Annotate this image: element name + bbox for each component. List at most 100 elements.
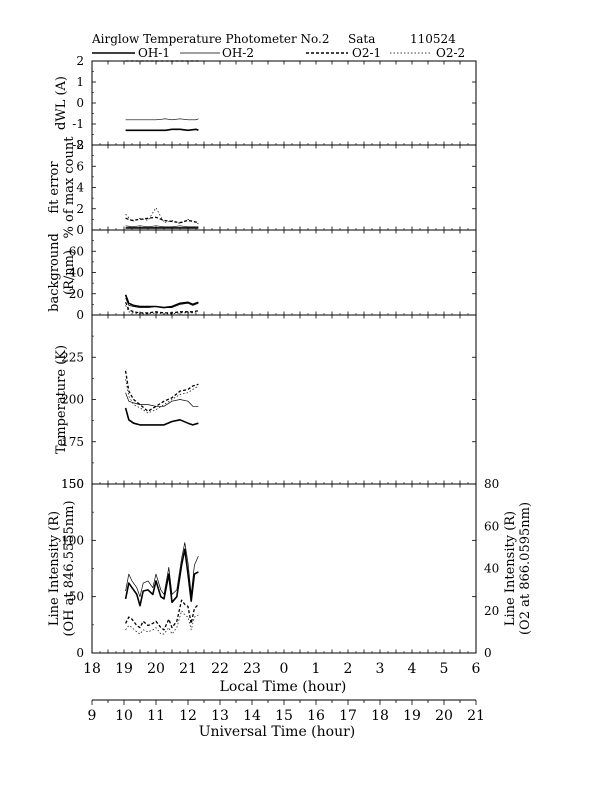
y-axis-label: Line Intensity (R) — [47, 511, 62, 626]
series-line-background-o2-2 — [125, 305, 199, 315]
series-line-temperature-o2-1 — [124, 370, 199, 412]
ut-axis-label: Universal Time (hour) — [199, 724, 356, 740]
local-time-axis: 18 19 20 21 22 23 0 1 2 3 4 5 6 — [83, 661, 480, 677]
local-time-tick-label: 18 — [83, 661, 101, 677]
y-tick-label: 0 — [76, 646, 84, 660]
date-label: 110524 — [410, 32, 456, 46]
local-time-tick-label: 20 — [147, 661, 165, 677]
y-tick-label: 2 — [76, 202, 84, 216]
y-tick-label: 20 — [69, 287, 84, 301]
local-time-tick-label: 19 — [115, 661, 133, 677]
y-tick-label: 8 — [76, 138, 84, 152]
ut-tick-label: 18 — [371, 708, 389, 724]
panel-frame — [91, 229, 477, 316]
ut-tick-label: 16 — [307, 708, 325, 724]
panel-frame — [91, 483, 477, 654]
ut-tick-label: 15 — [275, 708, 293, 724]
y2-axis-label-2: (O2 at 866.0595nm) — [518, 502, 533, 635]
panel-fit-error: 8 6 4 2 0 fit error% of max count — [47, 136, 477, 239]
local-time-tick-label: 6 — [472, 661, 481, 677]
series-line-background-oh-2 — [125, 297, 199, 308]
series-line-temperature-o2-2 — [125, 379, 199, 414]
panel-frame — [91, 144, 477, 231]
series-line-dwl-oh-1 — [125, 128, 199, 132]
y2-tick-label: 40 — [484, 562, 499, 576]
local-time-tick-label: 1 — [312, 661, 321, 677]
y-tick-label: 1 — [76, 75, 84, 89]
local-time-tick-label: 5 — [440, 661, 449, 677]
y-tick-label: 0 — [76, 223, 84, 237]
y-tick-label: 150 — [61, 477, 84, 491]
series-line-temperature-oh-2 — [125, 392, 199, 407]
y-tick-label: -2 — [72, 138, 84, 152]
ut-tick-label: 12 — [179, 708, 197, 724]
ut-tick-label: 9 — [88, 708, 97, 724]
y-tick-label: 200 — [61, 393, 84, 407]
local-time-tick-label: 23 — [243, 661, 261, 677]
series-line-background-oh-1 — [124, 294, 199, 309]
legend-label-o21: O2-1 — [352, 46, 381, 60]
local-time-axis-label: Local Time (hour) — [220, 679, 347, 695]
ut-tick-label: 10 — [115, 708, 133, 724]
y-tick-label: 4 — [76, 181, 84, 195]
series-line-dwl-oh-2 — [125, 118, 199, 121]
y2-axis-label: Line Intensity (R) — [503, 511, 518, 626]
series-line-fit-error-oh-2 — [125, 225, 199, 228]
y-tick-label: 0 — [76, 96, 84, 110]
ut-tick-label: 20 — [435, 708, 453, 724]
panel-frame — [91, 314, 477, 485]
y2-tick-label: 0 — [484, 646, 492, 660]
series-line-background-o2-1 — [125, 302, 199, 314]
legend-label-o22: O2-2 — [436, 46, 465, 60]
ut-tick-label: 13 — [211, 708, 229, 724]
y-axis-label: Temperature (K) — [54, 345, 69, 454]
y-tick-label: 175 — [61, 435, 84, 449]
y-tick-label: 6 — [76, 159, 84, 173]
ut-tick-label: 14 — [243, 708, 261, 724]
figure-title: Airglow Temperature Photometer No.2 — [91, 32, 330, 46]
local-time-tick-label: 2 — [344, 661, 353, 677]
station-name: Sata — [348, 32, 375, 46]
ut-tick-label: 17 — [339, 708, 357, 724]
y2-tick-label: 20 — [484, 604, 499, 618]
series-line-fit-error-o2-2 — [125, 207, 199, 224]
y-tick-label: 225 — [61, 350, 84, 364]
series-line-line-intensity-oh-2 — [125, 542, 199, 598]
series-line-line-intensity-o2-2 — [125, 610, 199, 635]
y-tick-label: -1 — [72, 117, 84, 131]
ut-tick-label: 11 — [147, 708, 165, 724]
local-time-tick-label: 3 — [376, 661, 385, 677]
y2-tick-label: 60 — [484, 519, 499, 533]
ut-axis: 9 10 11 12 13 14 15 16 17 18 19 20 21 — [88, 700, 485, 724]
y-axis-label-2: (OH at 846.5555nm) — [62, 500, 77, 636]
y-tick-label: 50 — [69, 590, 84, 604]
local-time-tick-label: 0 — [280, 661, 289, 677]
y-tick-label: 100 — [61, 533, 84, 547]
local-time-tick-label: 4 — [408, 661, 417, 677]
y-tick-label: 60 — [69, 244, 84, 258]
y-tick-label: 40 — [69, 266, 84, 280]
y2-tick-label: 80 — [484, 477, 499, 491]
panel-background: 60 40 20 0 background (R/nm) — [47, 229, 477, 322]
panel-temperature: 225 200 175 150 Temperature (K) — [54, 314, 477, 491]
panel-frame — [91, 60, 477, 146]
series-line-temperature-oh-1 — [124, 407, 199, 426]
y-tick-label: 150 — [61, 477, 84, 491]
ut-tick-label: 19 — [403, 708, 421, 724]
y-axis-label: dWL (A) — [54, 76, 69, 130]
series-line-line-intensity-oh-1 — [124, 548, 199, 607]
y-tick-label: 2 — [76, 54, 84, 68]
y-tick-label: 0 — [76, 308, 84, 322]
local-time-tick-label: 21 — [179, 661, 197, 677]
ut-tick-label: 21 — [467, 708, 485, 724]
local-time-tick-label: 22 — [211, 661, 229, 677]
legend-label-oh1: OH-1 — [138, 46, 170, 60]
series-line-line-intensity-o2-1 — [125, 599, 199, 631]
y-axis-label-2: (R/nm) — [62, 250, 77, 295]
y-axis-label: background — [47, 233, 62, 312]
y-axis-label-2: % of max count — [62, 136, 77, 239]
